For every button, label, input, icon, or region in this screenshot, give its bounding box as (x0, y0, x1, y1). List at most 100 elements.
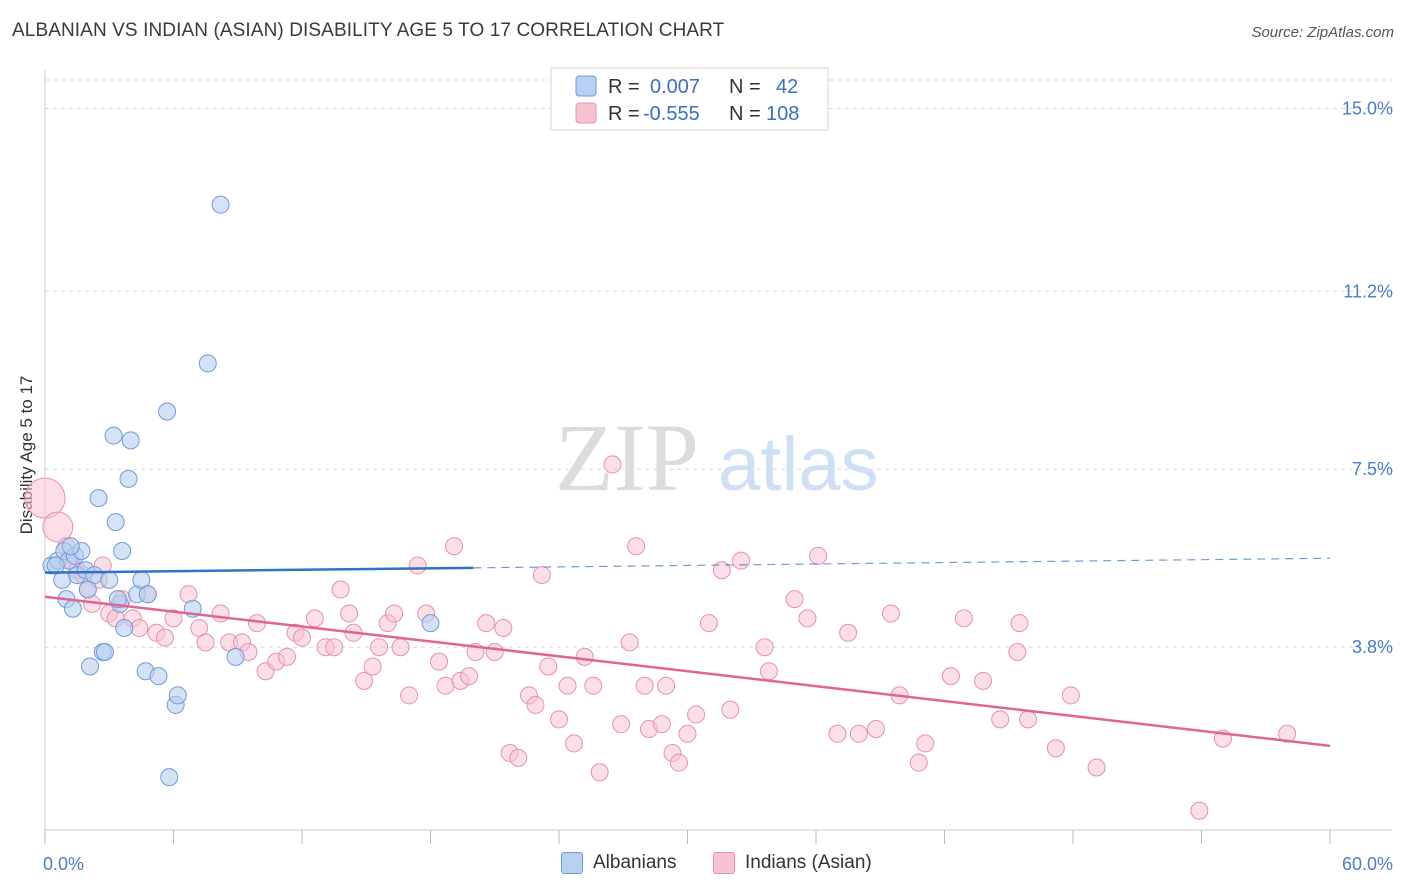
chart-source: Source: ZipAtlas.com (1251, 24, 1394, 41)
indians-point (1010, 614, 1029, 633)
indians-point (657, 676, 676, 695)
indians-point (909, 753, 928, 772)
indians-point (532, 566, 551, 585)
indians-point (370, 638, 389, 657)
x-tick-label-min: 0.0% (43, 854, 84, 874)
bottom-legend-indians: Indians (Asian) (713, 852, 872, 874)
indians-point (363, 657, 382, 676)
indians-point (687, 705, 706, 724)
indians-point (809, 546, 828, 565)
indians-point (391, 638, 410, 657)
albanians-point (78, 580, 97, 599)
albanians-trend-dashed (473, 557, 1331, 569)
indians-point (1087, 758, 1106, 777)
legend-r-value-1: 0.007 (650, 76, 700, 98)
albanians-trend-solid (44, 566, 474, 574)
watermark: ZIP atlas (555, 404, 879, 511)
indians-point (305, 609, 324, 628)
albanians-point (121, 431, 140, 450)
legend-r-value-2: -0.555 (643, 103, 700, 125)
albanians-point (119, 469, 138, 488)
indians-point (584, 676, 603, 695)
albanians-point (113, 542, 132, 561)
albanians-point (115, 618, 134, 637)
indians-point (164, 609, 183, 628)
indians-point (558, 676, 577, 695)
axes-layer (44, 70, 1392, 844)
indians-point (849, 724, 868, 743)
albanians-point (80, 657, 99, 676)
indians-point (1190, 801, 1209, 820)
indians-point (196, 633, 215, 652)
albanians-point (104, 426, 123, 445)
albanians-point (168, 686, 187, 705)
indians-point (408, 556, 427, 575)
albanians-point (138, 585, 157, 604)
indians-point (400, 686, 419, 705)
indians-point (155, 628, 174, 647)
indians-point (278, 647, 297, 666)
indians-point (42, 511, 74, 543)
albanians-point (211, 195, 230, 214)
indians-point (839, 623, 858, 642)
indians-point (603, 455, 622, 474)
indians-point (460, 667, 479, 686)
albanians-point (158, 402, 177, 421)
y-tick-label: 7.5% (1352, 459, 1393, 479)
albanians-point (100, 570, 119, 589)
indians-trend-line (44, 595, 1331, 748)
indians-point (526, 695, 545, 714)
indians-point (509, 748, 528, 767)
indians-point (916, 734, 935, 753)
indians-point (477, 614, 496, 633)
indians-point (612, 715, 631, 734)
indians-point (494, 618, 513, 637)
points-layer (24, 195, 1297, 820)
indians-point (881, 604, 900, 623)
trend-layer (44, 557, 1331, 748)
indians-swatch (713, 852, 735, 874)
y-tick-label: 15.0% (1342, 98, 1393, 118)
albanians-point (198, 354, 217, 373)
indians-point (1278, 724, 1297, 743)
albanians-point (421, 614, 440, 633)
indians-point (430, 652, 449, 671)
indians-point (785, 590, 804, 609)
indians-point (340, 604, 359, 623)
albanians-point (46, 556, 65, 575)
albanians-point (149, 667, 168, 686)
indians-point (445, 537, 464, 556)
indians-point (627, 537, 646, 556)
albanians-point (108, 590, 127, 609)
indians-point (652, 715, 671, 734)
indians-point (721, 700, 740, 719)
indians-point (211, 604, 230, 623)
legend-n-label-1: N = (729, 76, 761, 98)
indians-point (436, 676, 455, 695)
albanians-point (89, 489, 108, 508)
tick-labels: 3.8% 7.5% 11.2% 15.0% 0.0% 60.0% (43, 98, 1393, 874)
albanians-point (226, 647, 245, 666)
albanians-point (160, 768, 179, 787)
y-tick-label: 11.2% (1343, 281, 1393, 301)
indians-point (1046, 739, 1065, 758)
albanians-point (63, 599, 82, 618)
bottom-legend-albanians: Albanians (561, 852, 676, 874)
albanians-point (61, 537, 80, 556)
indians-point (635, 676, 654, 695)
x-tick-label-max: 60.0% (1342, 854, 1393, 874)
indians-point (24, 477, 66, 519)
indians-point (798, 609, 817, 628)
indians-point (1019, 710, 1038, 729)
indians-point (759, 662, 778, 681)
indians-point (669, 753, 688, 772)
indians-point (550, 710, 568, 729)
indians-point (755, 638, 774, 657)
indians-point (866, 719, 885, 738)
indians-point (325, 638, 344, 657)
albanians-swatch (561, 852, 583, 874)
indians-point (732, 551, 751, 570)
legend-n-label-2: N = (729, 103, 761, 125)
indians-point (355, 671, 374, 690)
